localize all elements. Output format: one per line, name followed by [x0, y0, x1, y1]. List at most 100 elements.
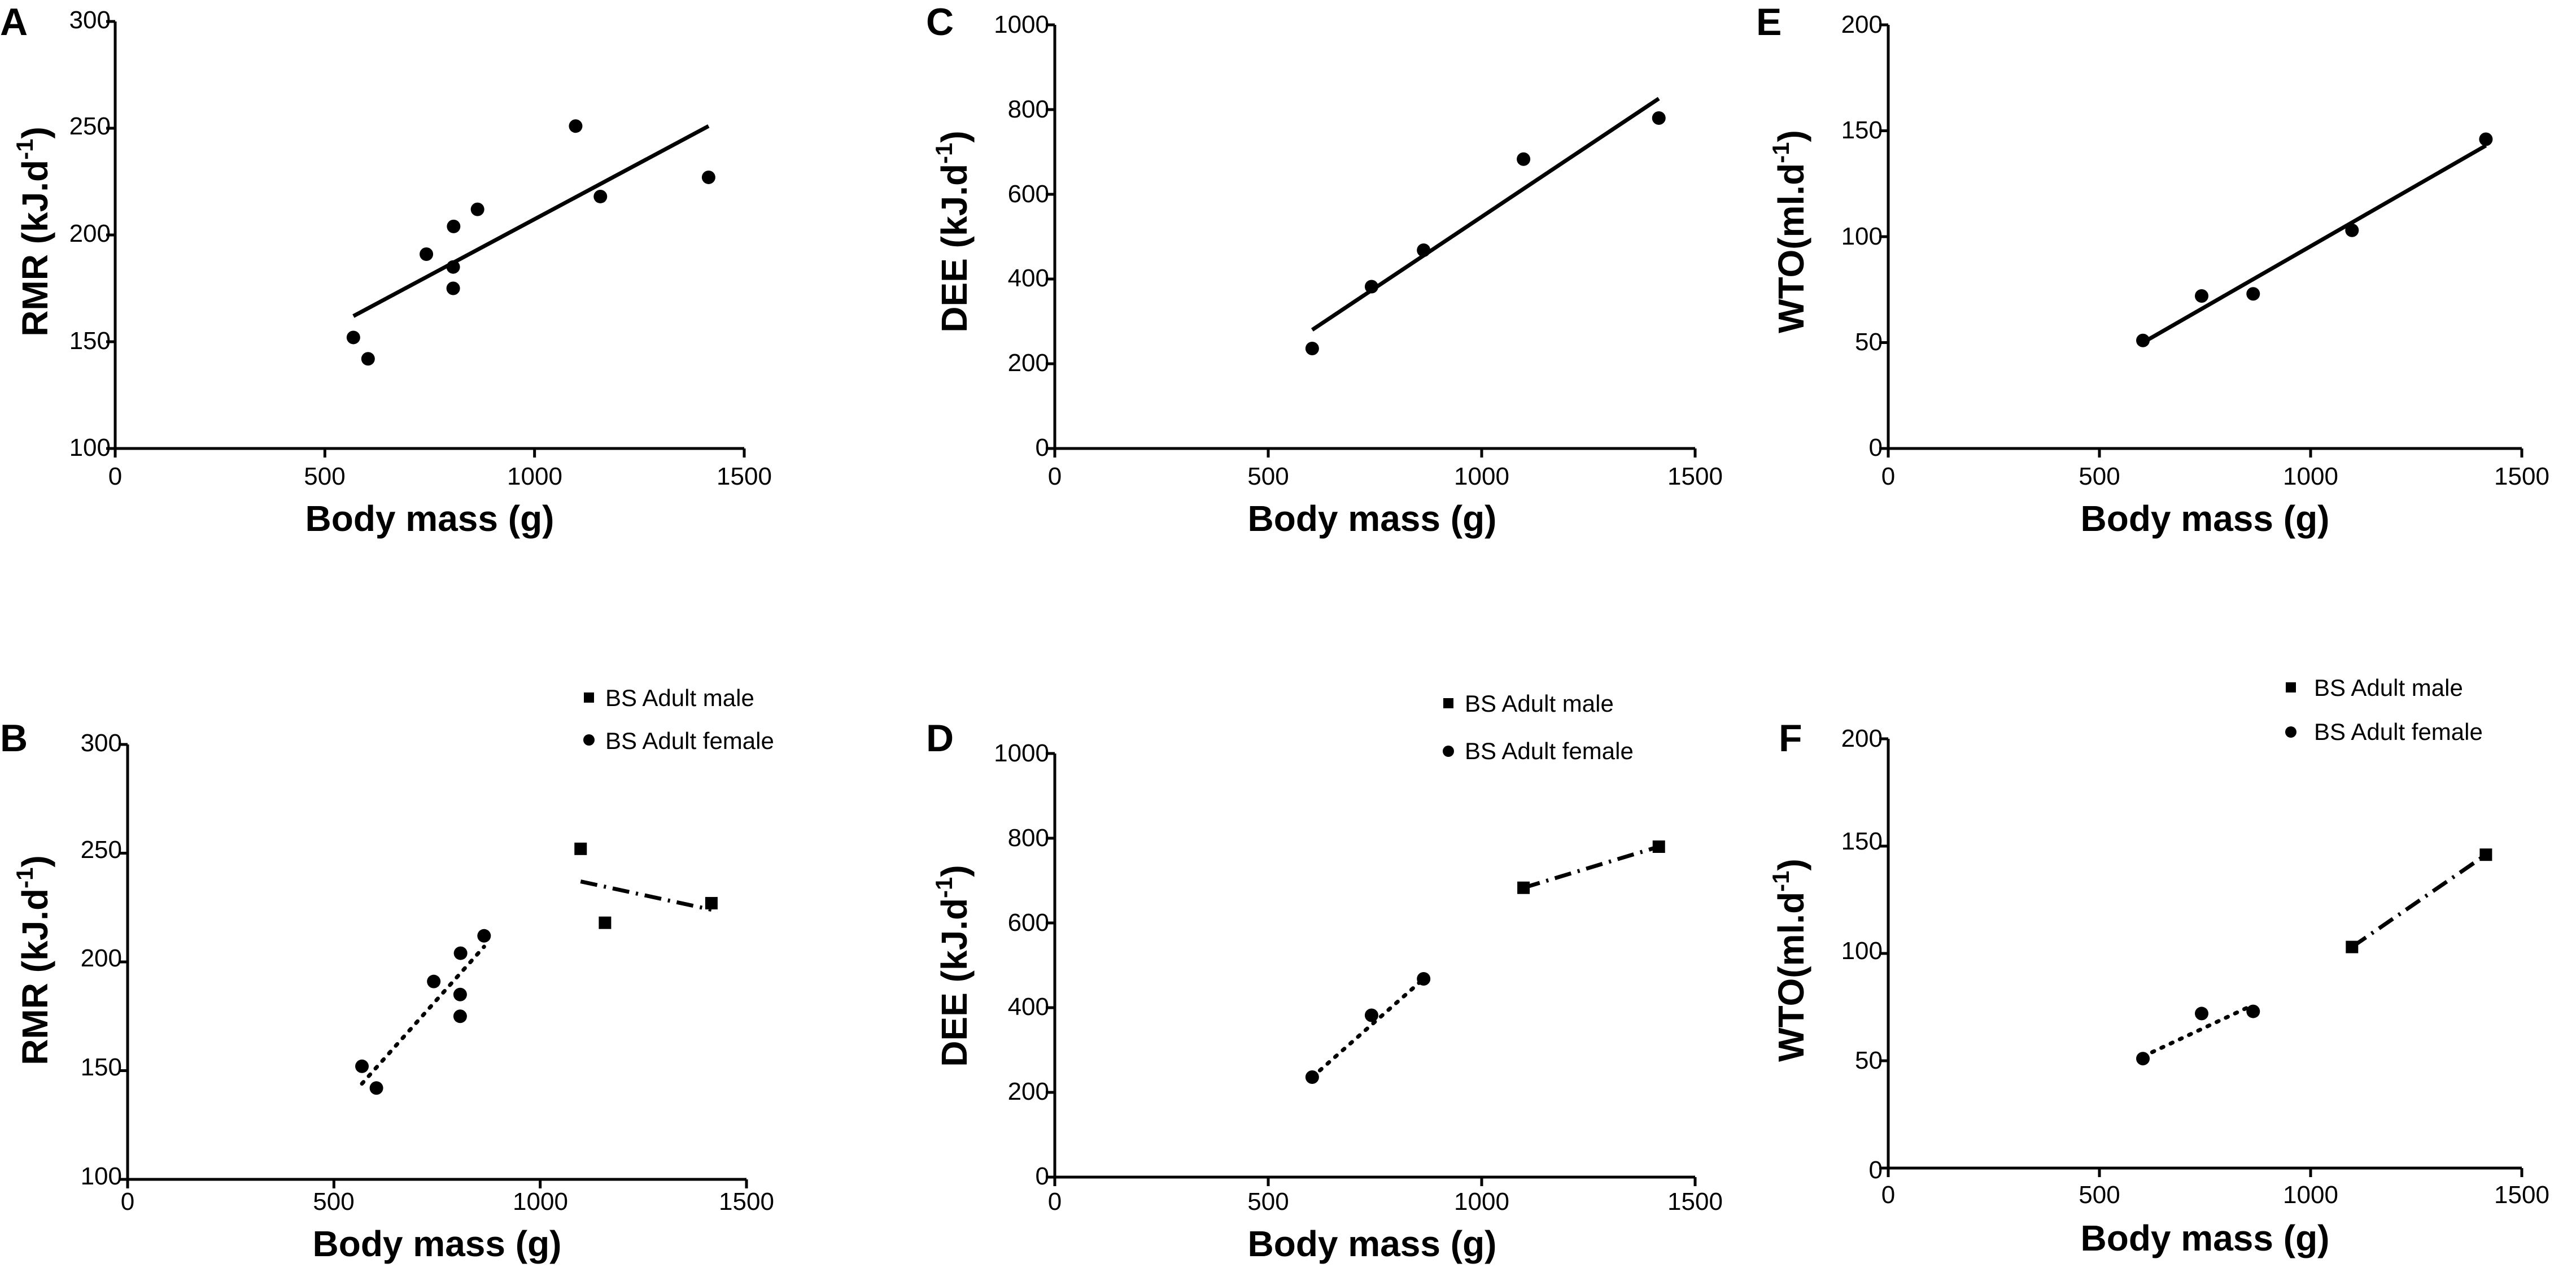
panel-b-legend-male-label: BS Adult male — [605, 685, 754, 711]
panel-e: E WTO(ml.d-1) Body mass (g) 0 500 1000 1… — [1756, 1, 2549, 539]
panel-d-x-tick-label: 0 — [1048, 1188, 1062, 1216]
panel-e-data-point — [2136, 333, 2150, 347]
panel-b-x-tick-label: 500 — [313, 1188, 354, 1216]
panel-d-fit-line — [1523, 844, 1660, 890]
panel-f-y-axis-label-sup: -1 — [1767, 870, 1794, 891]
panel-d-y-tick-label: 600 — [1008, 909, 1049, 936]
panel-d: D DEE (kJ.d-1) Body mass (g) 0 500 1000 … — [926, 690, 1723, 1264]
panel-b-fit-line — [360, 944, 486, 1086]
panel-b-x-tick-label: 1000 — [513, 1188, 568, 1216]
panel-a-x-tick-label: 0 — [108, 463, 122, 490]
panel-c: C DEE (kJ.d-1) Body mass (g) 0 500 1000 … — [926, 1, 1723, 539]
panel-a-y-tick-label: 150 — [69, 327, 111, 355]
panel-b-x-tick-label: 1500 — [719, 1188, 774, 1216]
panel-a-data-point — [470, 202, 484, 216]
panel-f-data-point-male — [2479, 848, 2492, 861]
panel-c-y-axis-label-sup: -1 — [931, 143, 957, 164]
panel-f: F WTO(ml.d-1) Body mass (g) 0 500 1000 1… — [1767, 674, 2549, 1258]
panel-c-x-axis-label: Body mass (g) — [1248, 498, 1497, 539]
panel-d-y-axis-label-sup: -1 — [931, 877, 957, 898]
panel-a-x-tick-label: 1000 — [507, 463, 562, 490]
panel-a-x-axis-label: Body mass (g) — [305, 498, 555, 539]
panel-e-y-tick-label: 100 — [1841, 223, 1883, 250]
panel-b-fit-line — [580, 879, 712, 912]
panel-a-data-point — [361, 352, 375, 366]
panel-e-fit-line — [2142, 143, 2487, 345]
panel-d-y-tick-label: 800 — [1008, 824, 1049, 852]
panel-b-data-point-male — [599, 916, 612, 929]
panel-a-y-tick-label: 300 — [69, 6, 111, 34]
panel-f-data-point-female — [2136, 1052, 2150, 1066]
panel-f-data-point-female — [2246, 1004, 2260, 1018]
panel-f-y-axis-label-main: WTO(ml.d — [1771, 892, 1811, 1062]
panel-a-y-tick-label: 200 — [69, 220, 111, 247]
panel-a-y-axis-label-sup: -1 — [11, 139, 38, 160]
panel-c-y-tick-label: 400 — [1008, 264, 1049, 292]
panel-b-legend: BS Adult male BS Adult female — [583, 685, 774, 754]
panel-a-fit-line — [352, 124, 710, 318]
panel-e-y-tick-label: 150 — [1841, 116, 1883, 144]
panel-c-x-tick-label: 0 — [1048, 463, 1062, 490]
panel-a-letter: A — [0, 1, 28, 43]
panel-a-y-tick-label: 250 — [69, 112, 111, 140]
panel-d-y-tick-label: 1000 — [994, 739, 1049, 767]
panel-d-x-tick-label: 1000 — [1454, 1188, 1509, 1216]
panel-b-data-point-female — [355, 1059, 369, 1073]
panel-d-legend-female-label: BS Adult female — [1465, 738, 1634, 764]
panel-d-x-tick-label: 1500 — [1667, 1188, 1723, 1216]
panel-d-x-axis-label: Body mass (g) — [1248, 1223, 1497, 1264]
panel-d-fit-line — [1310, 977, 1426, 1079]
panel-c-data-point — [1417, 243, 1431, 257]
panel-d-plot — [1046, 752, 1697, 1186]
panel-b-y-tick-label: 300 — [81, 729, 122, 757]
panel-b-legend-female-label: BS Adult female — [605, 728, 774, 754]
panel-b-letter: B — [0, 717, 28, 760]
panel-c-data-point — [1652, 111, 1666, 125]
panel-b-data-point-male — [705, 897, 718, 910]
panel-b-y-tick-label: 100 — [81, 1162, 122, 1190]
panel-a-data-point — [701, 170, 715, 184]
panel-f-legend-male-marker — [2286, 682, 2296, 692]
panel-f-legend: BS Adult male BS Adult female — [2285, 674, 2483, 745]
panel-a-data-point — [593, 189, 608, 203]
panel-e-y-axis-label-main: WTO(ml.d — [1771, 163, 1811, 333]
panel-b-y-axis-label-sup: -1 — [11, 868, 38, 888]
panel-a-plot — [106, 20, 746, 458]
panel-e-data-point — [2345, 223, 2359, 237]
panel-f-x-tick-label: 1500 — [2494, 1181, 2549, 1209]
panel-f-data-point-female — [2195, 1007, 2209, 1021]
panel-d-data-point-male — [1517, 881, 1530, 894]
panel-e-data-point — [2246, 287, 2260, 301]
panel-b-x-tick-label: 0 — [121, 1188, 134, 1216]
panel-f-y-axis-label-close: ) — [1771, 859, 1811, 870]
panel-c-letter: C — [926, 1, 954, 43]
panel-e-x-tick-label: 1500 — [2494, 463, 2549, 490]
panel-d-data-point-female — [1364, 1008, 1378, 1022]
panel-a-y-axis-label: RMR (kJ.d-1) — [11, 127, 55, 337]
panel-f-letter: F — [1779, 717, 1802, 760]
panel-b-legend-female-marker — [583, 734, 595, 746]
panel-f-x-axis-label: Body mass (g) — [2081, 1218, 2330, 1258]
panel-d-data-point-female — [1417, 972, 1431, 986]
panel-f-legend-female-label: BS Adult female — [2314, 718, 2483, 745]
panel-e-data-point — [2195, 289, 2209, 303]
panel-b-data-point-female — [369, 1081, 383, 1095]
panel-d-legend: BS Adult male BS Adult female — [1443, 690, 1634, 764]
panel-c-fit-line — [1311, 97, 1660, 332]
panel-c-y-axis-label: DEE (kJ.d-1) — [931, 130, 975, 332]
panel-f-fit-line — [2141, 1003, 2255, 1058]
panel-c-x-tick-label: 500 — [1247, 463, 1289, 490]
panel-d-legend-male-label: BS Adult male — [1465, 690, 1614, 717]
panel-e-y-tick-label: 200 — [1841, 11, 1883, 38]
panel-c-y-axis-label-close: ) — [934, 130, 975, 142]
panel-f-fit-line — [2351, 853, 2487, 949]
panel-d-letter: D — [926, 717, 954, 760]
panel-a-x-tick-label: 500 — [304, 463, 345, 490]
panel-b-data-point-female — [477, 929, 491, 943]
panel-f-x-tick-label: 500 — [2079, 1181, 2120, 1209]
panel-f-legend-male-label: BS Adult male — [2314, 674, 2463, 701]
panel-d-y-tick-label: 200 — [1008, 1078, 1049, 1105]
panel-b-legend-male-marker — [584, 692, 594, 703]
panel-c-x-tick-label: 1500 — [1667, 463, 1723, 490]
panel-f-y-tick-label: 50 — [1855, 1047, 1883, 1074]
